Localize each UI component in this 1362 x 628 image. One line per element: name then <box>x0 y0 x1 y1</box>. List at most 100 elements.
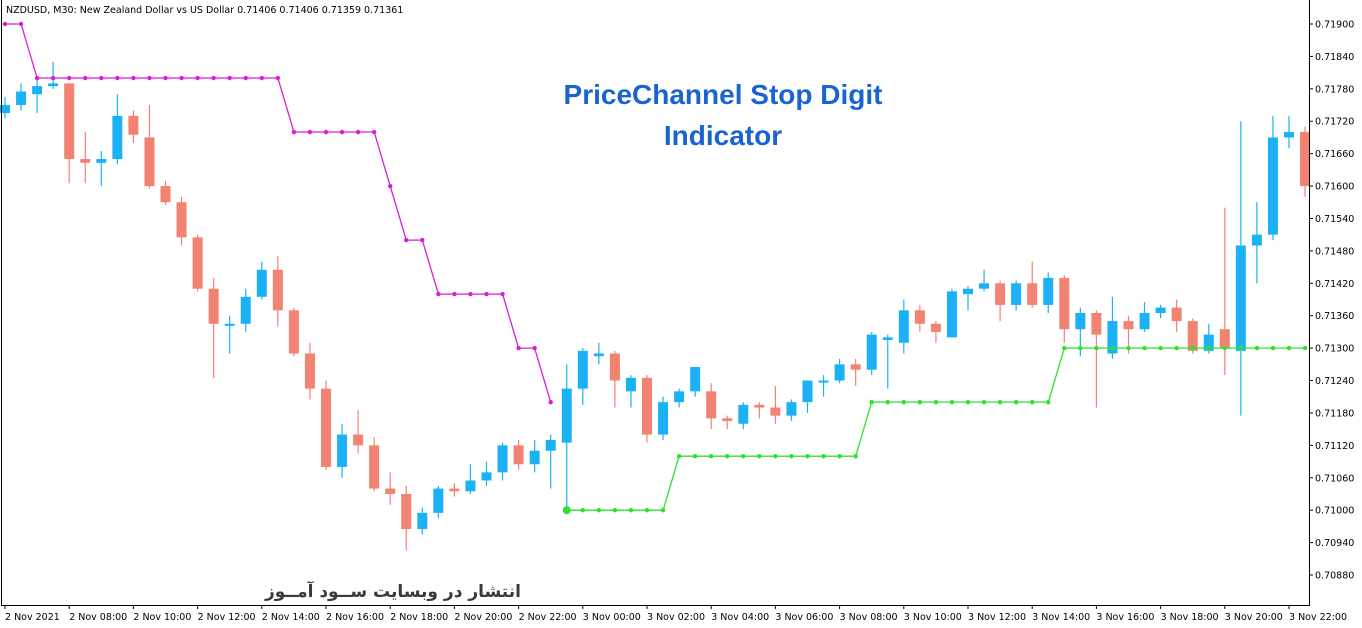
price-tick-label: 0.71900 <box>1315 20 1354 31</box>
indicator-start-dot <box>562 506 571 515</box>
indicator-dot <box>1030 399 1035 405</box>
indicator-dot <box>709 453 714 459</box>
time-axis[interactable]: 2 Nov 2021 2 Nov 08:00 2 Nov 10:00 2 Nov 12… <box>4 605 1347 623</box>
watermark-text: انتشار در وبسایت ســود آمــوز <box>264 580 521 602</box>
indicator-dot <box>1110 345 1115 351</box>
time-tick-label: 2 Nov 18:00 <box>390 612 448 623</box>
candle-body <box>112 115 123 160</box>
candle <box>529 439 540 473</box>
lower-channel-stop-line <box>562 345 1308 515</box>
indicator-dot <box>981 399 987 405</box>
indicator-dot <box>67 75 72 81</box>
indicator-dot <box>917 399 923 405</box>
candle-body <box>1139 313 1150 330</box>
candle-body <box>754 404 765 408</box>
candle <box>433 485 444 519</box>
upper-channel-stop-line <box>2 21 553 405</box>
candle-body <box>642 377 652 435</box>
candle <box>738 402 749 430</box>
symbol-info: NZDUSD, M30: New Zealand Dollar vs US Do… <box>6 5 403 16</box>
candle-body <box>144 137 155 187</box>
indicator-dot <box>516 345 521 351</box>
candle-body <box>353 434 364 446</box>
candle-body <box>80 159 91 163</box>
candle-body <box>1123 321 1134 330</box>
candle <box>1267 115 1278 241</box>
candle <box>914 304 925 332</box>
time-tick-label: 3 Nov 12:00 <box>968 612 1026 623</box>
candle-body <box>513 445 524 465</box>
indicator-layer <box>2 21 1308 515</box>
indicator-dot <box>323 129 329 135</box>
candle-body <box>48 83 59 87</box>
indicator-dot <box>1222 345 1228 351</box>
candle-body <box>1155 307 1166 314</box>
chart-overlay-title-line1: PriceChannel Stop Digit <box>564 79 883 110</box>
price-tick-label: 0.71000 <box>1315 506 1354 517</box>
candle-body <box>176 202 187 238</box>
candle-body <box>963 288 973 295</box>
candle <box>337 423 348 478</box>
indicator-dot <box>1286 345 1292 351</box>
candle <box>353 410 364 454</box>
candle <box>304 342 315 400</box>
indicator-dot <box>1190 345 1195 351</box>
candle-body <box>208 288 219 324</box>
candle <box>882 334 893 389</box>
indicator-dot <box>452 291 457 297</box>
candle-body <box>914 310 925 324</box>
indicator-dot <box>275 75 281 81</box>
time-tick-label: 3 Nov 10:00 <box>904 612 962 623</box>
indicator-dot <box>339 129 345 135</box>
candle-body <box>850 364 861 370</box>
candle <box>32 78 43 114</box>
indicator-dot <box>949 399 955 405</box>
indicator-dot <box>1270 345 1276 351</box>
candle <box>208 277 219 378</box>
candle-body <box>786 402 797 416</box>
indicator-dot <box>307 129 313 135</box>
candle <box>240 288 251 332</box>
indicator-dot <box>179 75 184 81</box>
candle-body <box>1251 234 1262 246</box>
candle-body <box>337 434 348 467</box>
price-tick-label: 0.71720 <box>1315 117 1354 128</box>
indicator-dot <box>1158 345 1163 351</box>
indicator-dot <box>131 75 136 81</box>
indicator-dot <box>773 453 778 459</box>
indicator-dot <box>371 129 377 135</box>
candle-body <box>192 237 203 289</box>
indicator-dot <box>83 75 88 81</box>
time-tick-label: 3 Nov 02:00 <box>647 612 705 623</box>
chart-frame <box>1 0 1310 606</box>
candle-body <box>0 105 10 114</box>
candle <box>946 288 957 338</box>
candle-body <box>160 186 171 203</box>
candle-body <box>1043 277 1054 305</box>
indicator-dot <box>741 453 746 459</box>
candle <box>834 358 845 384</box>
candle <box>674 388 685 408</box>
candle <box>1139 302 1150 332</box>
price-tick-label: 0.71180 <box>1315 408 1354 419</box>
candle <box>80 132 91 184</box>
indicator-dot <box>1078 345 1083 351</box>
candle <box>561 364 572 511</box>
candle <box>417 507 428 535</box>
indicator-dot <box>115 75 120 81</box>
candle-body <box>690 367 701 392</box>
time-tick-label: 3 Nov 20:00 <box>1225 612 1283 623</box>
candle <box>706 383 717 430</box>
price-axis[interactable]: 0.71900 0.71840 0.71780 0.71720 0.71660 0.716… <box>1309 20 1354 582</box>
candle-body <box>770 407 781 416</box>
candle <box>642 375 652 443</box>
price-tick-label: 0.71240 <box>1315 376 1354 387</box>
candle <box>1027 261 1038 308</box>
candle-body <box>1267 137 1278 235</box>
candle <box>979 269 990 292</box>
price-tick-label: 0.71600 <box>1315 182 1354 193</box>
candle-body <box>481 472 492 481</box>
time-tick-label: 3 Nov 06:00 <box>775 612 833 623</box>
indicator-dot <box>436 291 441 297</box>
